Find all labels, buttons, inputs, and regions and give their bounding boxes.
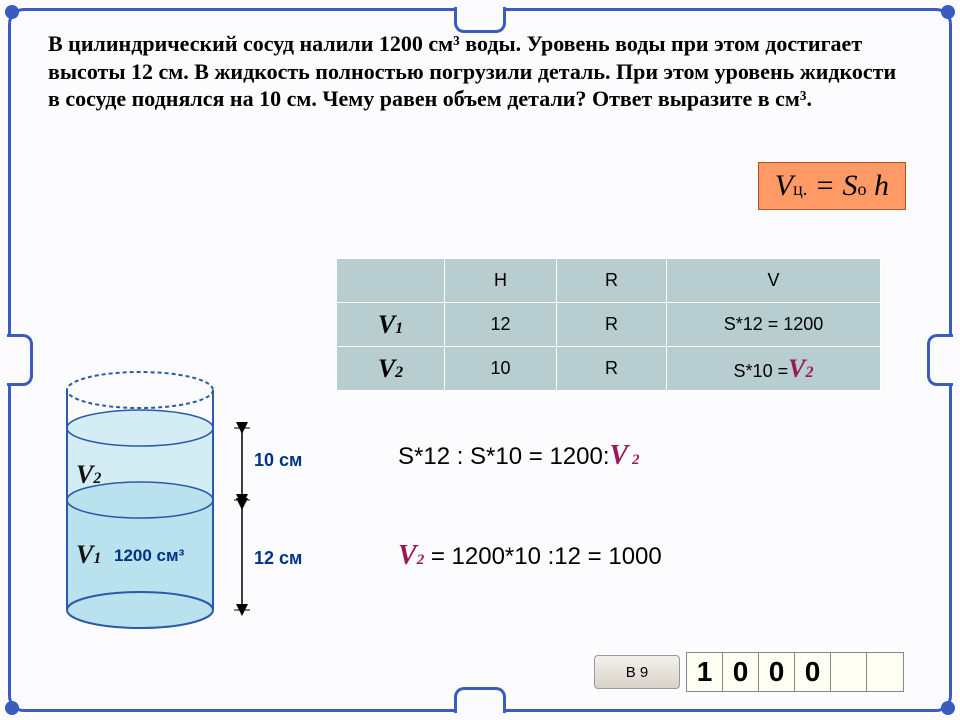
formula-V-sub: ц. bbox=[793, 179, 807, 199]
frame-notch bbox=[7, 334, 33, 386]
table-row: V2 10 R S*10 =V2 bbox=[337, 347, 881, 391]
cell-h: 12 bbox=[445, 303, 557, 347]
cell-v-prefix: S*10 = bbox=[734, 361, 789, 381]
row-label-sub: 1 bbox=[395, 320, 403, 337]
data-table: H R V V1 12 R S*12 = 1200 V2 10 R S*10 =… bbox=[336, 258, 881, 391]
cell-v: S*10 =V2 bbox=[667, 347, 881, 391]
row-label: V bbox=[378, 310, 395, 339]
frame-corner bbox=[5, 701, 19, 715]
formula-box: Vц. = Sо h bbox=[758, 162, 906, 210]
dimension-arrows bbox=[230, 370, 270, 630]
cell-v: S*12 = 1200 bbox=[667, 303, 881, 347]
v1-sym: V bbox=[76, 540, 93, 569]
frame-notch bbox=[927, 334, 953, 386]
formula-S: S bbox=[843, 169, 858, 202]
table-row: V1 12 R S*12 = 1200 bbox=[337, 303, 881, 347]
cell-h: 10 bbox=[445, 347, 557, 391]
eq1-v: V bbox=[610, 440, 629, 471]
table-header: H bbox=[445, 259, 557, 303]
answer-cell: 0 bbox=[795, 653, 831, 691]
eq1-vsub: 2 bbox=[628, 452, 639, 468]
formula-eq: = bbox=[807, 169, 842, 202]
v2-sym: V bbox=[76, 460, 93, 489]
v2-sub: 2 bbox=[93, 470, 101, 487]
height-label-1: 10 см bbox=[254, 450, 302, 471]
answer-row: В 9 1 0 0 0 bbox=[594, 652, 904, 692]
cell-v-suffix-sub: 2 bbox=[805, 364, 813, 381]
formula-V: V bbox=[775, 169, 793, 202]
table-header-row: H R V bbox=[337, 259, 881, 303]
eq2-text: = 1200*10 :12 = 1000 bbox=[424, 543, 662, 570]
answer-cell bbox=[831, 653, 867, 691]
answer-cell bbox=[867, 653, 903, 691]
cylinder-v2-label: V2 bbox=[76, 460, 101, 490]
formula-h: h bbox=[867, 169, 890, 202]
answer-cell: 1 bbox=[687, 653, 723, 691]
frame-corner bbox=[941, 701, 955, 715]
problem-text: В цилиндрический сосуд налили 1200 см³ в… bbox=[48, 30, 913, 113]
row-label-sub: 2 bbox=[395, 364, 403, 381]
frame-corner bbox=[941, 5, 955, 19]
equation-2: V2 = 1200*10 :12 = 1000 bbox=[398, 540, 662, 572]
answer-cells: 1 0 0 0 bbox=[686, 652, 904, 692]
v1-sub: 1 bbox=[93, 550, 101, 567]
frame-notch bbox=[454, 687, 506, 713]
eq1-text: S*12 : S*10 = 1200: bbox=[398, 443, 610, 470]
cylinder-v1-label: V1 bbox=[76, 540, 101, 570]
cell-v-suffix: V bbox=[788, 354, 805, 383]
table-header: R bbox=[557, 259, 667, 303]
table-header: V bbox=[667, 259, 881, 303]
table-header bbox=[337, 259, 445, 303]
equation-1: S*12 : S*10 = 1200:V 2 bbox=[398, 440, 639, 472]
cylinder-diagram bbox=[55, 370, 225, 630]
cell-r: R bbox=[557, 303, 667, 347]
problem-badge: В 9 bbox=[594, 655, 680, 689]
cylinder-svg bbox=[55, 370, 225, 630]
answer-cell: 0 bbox=[723, 653, 759, 691]
height-label-2: 12 см bbox=[254, 548, 302, 569]
answer-cell: 0 bbox=[759, 653, 795, 691]
frame-corner bbox=[5, 5, 19, 19]
cell-r: R bbox=[557, 347, 667, 391]
formula-S-sub: о bbox=[858, 179, 867, 199]
cylinder-v1-volume: 1200 см³ bbox=[114, 546, 184, 566]
eq2-v: V bbox=[398, 540, 417, 571]
row-label: V bbox=[378, 354, 395, 383]
